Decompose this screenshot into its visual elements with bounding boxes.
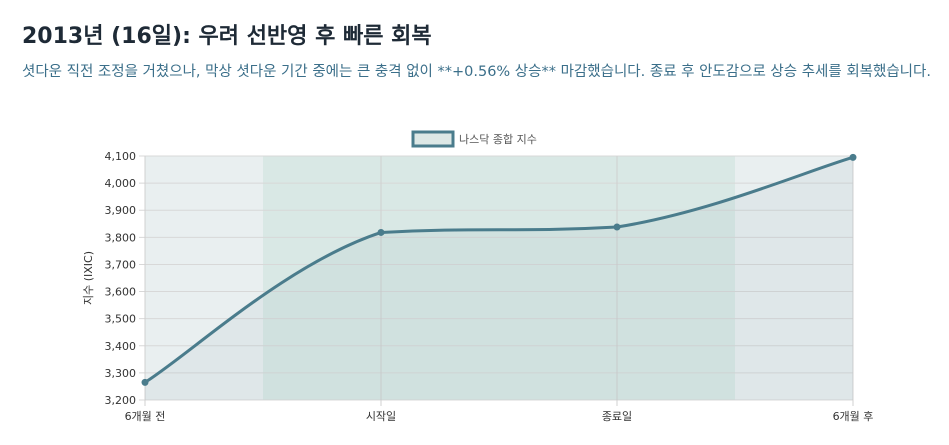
data-point [377, 228, 385, 236]
legend[interactable]: 나스닥 종합 지수 [411, 130, 537, 148]
y-tick-label: 3,800 [105, 231, 137, 244]
y-tick-label: 3,500 [105, 313, 137, 326]
data-points [141, 153, 857, 386]
y-tick-labels: 3,200 3,300 3,400 3,500 3,600 3,700 3,800 3,900… [105, 150, 137, 407]
y-tick-label: 3,900 [105, 204, 137, 217]
y-tick-label: 3,600 [105, 286, 137, 299]
data-point [613, 223, 621, 231]
y-tick-label: 3,400 [105, 340, 137, 353]
y-tick-label: 3,700 [105, 258, 137, 271]
y-tick-label: 3,200 [105, 394, 137, 407]
y-tick-label: 3,300 [105, 367, 137, 380]
legend-swatch [411, 130, 455, 148]
y-gridlines [139, 155, 853, 401]
x-tick-labels: 6개월 전 시작일 종료일 6개월 후 [125, 409, 874, 423]
y-tick-label: 4,100 [105, 150, 137, 163]
x-tick-label: 종료일 [602, 409, 632, 423]
y-axis-title: 지수 (IXIC) [82, 251, 95, 305]
x-tick-label: 시작일 [366, 409, 396, 423]
chart-subtitle: 셧다운 직전 조정을 거쳤으나, 막상 셧다운 기간 중에는 큰 충격 없이 *… [22, 64, 931, 80]
x-tick-label: 6개월 후 [833, 410, 874, 423]
x-gridlines [144, 156, 854, 406]
y-tick-label: 4,000 [105, 177, 137, 190]
line-chart: 나스닥 종합 지수 3,200 3,300 3,400 3,500 3,600 3,700… [82, 130, 874, 423]
legend-label: 나스닥 종합 지수 [459, 133, 537, 146]
data-point [849, 153, 857, 161]
x-tick-label: 6개월 전 [125, 410, 166, 423]
series-line [144, 155, 854, 384]
data-point [141, 378, 149, 386]
chart-title: 2013년 (16일): 우려 선반영 후 빠른 회복 [22, 24, 432, 49]
shutdown-period-band [263, 156, 735, 400]
series-area [145, 157, 853, 400]
